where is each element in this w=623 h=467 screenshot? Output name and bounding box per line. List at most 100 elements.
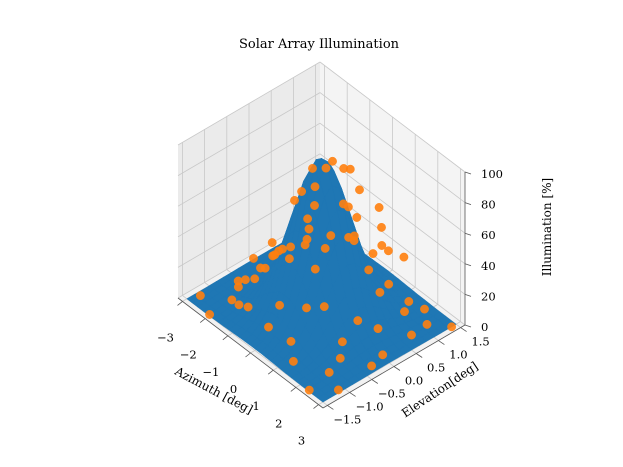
scatter-point [310,182,320,192]
y-tick-label: −1.0 [356,399,384,413]
y-tick-label: −1.5 [333,412,361,426]
scatter-point [264,322,273,332]
scatter-point [324,367,334,377]
x-tick-label: −3 [157,330,174,344]
x-tick-mark [222,335,229,341]
scatter-point [367,361,376,371]
x-tick-mark [177,301,183,306]
scatter-point [352,213,362,222]
scatter-point [290,195,299,205]
scatter-point [420,304,429,314]
y-tick-label: 1.0 [449,348,467,362]
scatter-point [404,297,414,306]
scatter-point [278,244,287,254]
z-tick-mark [464,294,472,297]
x-tick-label: −1 [202,365,219,379]
scatter-point [275,300,284,310]
scatter-point [286,336,296,346]
scatter-point [368,249,378,259]
scatter-point [303,214,312,224]
scatter-point [335,353,345,363]
scatter-point [227,295,237,305]
scatter-point [233,282,243,292]
grid-line [319,92,466,203]
scatter-point [344,232,353,242]
scatter-point [267,238,277,248]
scatter-point [338,199,348,209]
y-tick-mark [393,366,401,371]
scatter-point [260,263,270,273]
scatter-point [288,356,298,366]
scatter-point [378,350,388,360]
y-tick-label: 0.5 [427,361,445,375]
scatter-point [310,264,320,274]
tick-labels: −3−2−10123−1.5−1.0−0.50.00.51.01.5020406… [157,167,503,448]
chart-title: Solar Array Illumination [239,37,400,52]
scatter-point [321,163,331,173]
y-tick-mark [371,379,379,384]
scatter-point [234,300,244,310]
x-tick-label: −2 [180,348,197,362]
surface-patch [317,393,331,403]
x-tick-mark [245,352,251,358]
y-tick-label: 1.5 [471,335,489,349]
z-tick-mark [464,232,472,236]
scatter-point [243,302,253,312]
grid-line [177,61,321,146]
z-tick-mark [464,324,472,328]
z-tick-mark [464,171,472,175]
scatter-point [268,251,278,261]
y-tick-label: 0.0 [405,374,423,388]
scatter-point [399,252,409,262]
scatter-point [240,275,250,285]
scatter-point [326,231,336,241]
scatter-point [422,319,432,329]
x-tick-label: 3 [298,434,305,448]
scatter-point [302,303,311,313]
z-tick-label: 60 [481,228,496,242]
y-tick-mark [415,353,423,358]
x-tick-mark [313,404,319,409]
scatter-point [320,243,330,253]
scatter-point [345,164,355,174]
scatter-point [249,253,258,263]
scatter-point [447,322,456,332]
grid-line [177,153,321,238]
grid-line [177,122,321,207]
grid-line [319,61,466,173]
scatter-point [333,385,343,395]
x-tick-mark [267,369,274,375]
scatter-point [310,201,319,210]
scatter-point [375,287,385,297]
scatter-points [195,156,456,395]
scatter-point [304,385,314,395]
y-tick-mark [349,392,356,397]
scatter-point [308,163,317,173]
z-tick-label: 0 [481,320,488,334]
x-tick-label: 0 [230,382,237,396]
z-axis-label: Illumination [%] [540,178,554,276]
x-tick-mark [290,387,297,392]
scatter-point [328,156,337,166]
grid-line [319,122,466,234]
scatter-point [300,240,310,250]
scatter-point [383,246,393,256]
z-tick-label: 20 [481,289,496,303]
z-tick-label: 40 [481,259,496,273]
scatter-point [304,224,314,234]
x-tick-label: 2 [275,416,282,430]
scatter-point [407,330,416,340]
x-tick-label: 1 [253,399,260,413]
z-tick-label: 100 [481,167,503,181]
scatter-point [353,316,363,325]
z-tick-mark [464,202,472,205]
y-tick-mark [460,327,467,332]
scatter-point [284,254,294,264]
scatter-point [195,291,205,300]
y-tick-label: −0.5 [378,387,406,401]
grid-line [177,92,321,176]
scatter-point [377,241,387,250]
scatter-point [297,187,306,196]
scatter-point [373,324,383,333]
